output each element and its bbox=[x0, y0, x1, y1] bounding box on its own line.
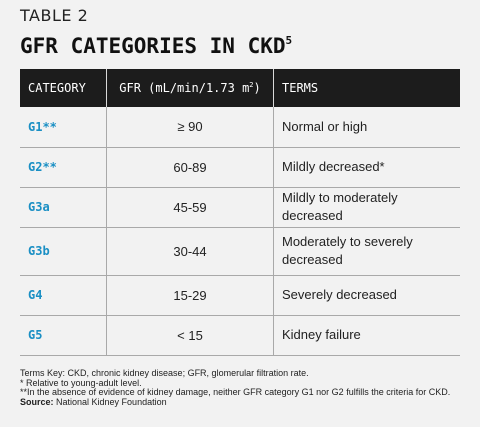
source-text: National Kidney Foundation bbox=[53, 396, 167, 407]
category-cell: G3a bbox=[20, 186, 107, 227]
gfr-cell: 30-44 bbox=[106, 226, 274, 275]
category-cell: G2** bbox=[20, 146, 107, 187]
table-row: G3b 30-44 Moderately to severely decreas… bbox=[20, 226, 460, 275]
category-cell: G3b bbox=[20, 226, 107, 275]
footnote-relative: * Relative to young-adult level. bbox=[20, 377, 142, 388]
table-row: G2** 60-89 Mildly decreased* bbox=[20, 146, 460, 187]
terms-cell: Kidney failure bbox=[273, 314, 460, 355]
table-figure: TABLE 2 GFR CATEGORIES IN CKD5 CATEGORY … bbox=[20, 6, 460, 356]
terms-cell: Moderately to severely decreased bbox=[273, 226, 460, 275]
header-gfr-text: GFR (mL/min/1.73 m bbox=[119, 81, 250, 95]
table-number: TABLE 2 bbox=[20, 6, 89, 25]
header-row: CATEGORY GFR (mL/min/1.73 m2) TERMS bbox=[20, 69, 460, 107]
category-cell: G4 bbox=[20, 274, 107, 315]
title-reference: 5 bbox=[285, 34, 293, 47]
header-terms: TERMS bbox=[273, 69, 460, 107]
table-row: G1** ≥ 90 Normal or high bbox=[20, 107, 460, 147]
table-row: G4 15-29 Severely decreased bbox=[20, 274, 460, 315]
category-cell: G5 bbox=[20, 314, 107, 355]
table-title: GFR CATEGORIES IN CKD5 bbox=[20, 28, 460, 59]
header-gfr-superscript: 2 bbox=[249, 81, 254, 89]
header-gfr-suffix: ) bbox=[253, 81, 261, 95]
source-line: Source: National Kidney Foundation bbox=[20, 396, 460, 408]
terms-cell: Normal or high bbox=[282, 118, 368, 134]
terms-cell: Mildly decreased* bbox=[273, 146, 460, 187]
footnote-absence: **In the absence of evidence of kidney d… bbox=[20, 387, 451, 398]
gfr-cell: 15-29 bbox=[106, 274, 274, 315]
gfr-table: CATEGORY GFR (mL/min/1.73 m2) TERMS G1**… bbox=[20, 69, 460, 356]
terms-cell: Mildly to moderately decreased bbox=[273, 186, 460, 227]
category-cell: G1** bbox=[20, 107, 107, 147]
table-footnotes: Terms Key: CKD, chronic kidney disease; … bbox=[20, 368, 460, 408]
terms-key-note: Terms Key: CKD, chronic kidney disease; … bbox=[20, 368, 309, 378]
gfr-cell: < 15 bbox=[106, 314, 274, 355]
source-label: Source: bbox=[20, 396, 54, 407]
table-row: G5 < 15 Kidney failure bbox=[20, 314, 460, 355]
gfr-cell: 45-59 bbox=[106, 186, 274, 227]
table-title-text: GFR CATEGORIES IN CKD bbox=[20, 34, 286, 58]
gfr-cell: ≥ 90 bbox=[106, 107, 274, 147]
terms-cell: Severely decreased bbox=[273, 274, 460, 315]
header-category: CATEGORY bbox=[20, 69, 107, 107]
table-row: G3a 45-59 Mildly to moderately decreased bbox=[20, 186, 460, 227]
gfr-cell: 60-89 bbox=[106, 146, 274, 187]
header-gfr: GFR (mL/min/1.73 m2) bbox=[106, 69, 274, 107]
